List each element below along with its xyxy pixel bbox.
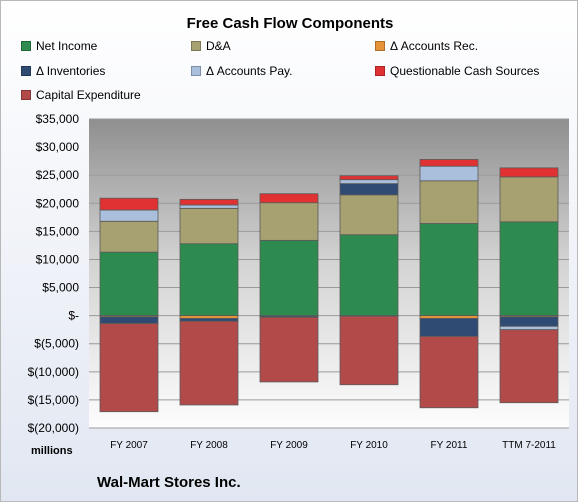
y-tick-label: $25,000 [36,168,80,182]
bar-segment [99,209,159,222]
legend-swatch [191,66,201,76]
bar-segment [339,234,399,317]
legend-label: Δ Accounts Rec. [390,39,479,53]
legend-item: Δ Inventories [21,64,105,78]
bar-segment [179,315,239,319]
bar-segment [179,243,239,317]
bar-segment [99,220,159,253]
x-tick-label: FY 2010 [350,440,388,451]
bar-segment [179,320,239,406]
chart-legend: Net Income D&A Δ Accounts Rec. Δ Inventorie… [1,1,578,111]
bar-segment [99,316,159,324]
bar-segment [339,315,399,386]
x-tick-label: FY 2011 [431,440,468,451]
x-tick-label: FY 2007 [110,440,148,451]
company-name: Wal-Mart Stores Inc. [97,474,241,491]
y-tick-label: $(20,000) [28,421,79,435]
plot-area [89,119,569,428]
bar-segment [179,204,239,209]
y-tick-label: $20,000 [36,196,80,210]
y-tick-label: $(5,000) [34,337,79,351]
bar-segment [419,180,479,224]
y-tick-label: $30,000 [36,140,80,154]
y-tick-label: $10,000 [36,252,80,266]
x-tick-label: FY 2009 [270,440,308,451]
bar-segment [419,318,479,337]
bar-segment [259,202,319,241]
bar-segment [419,159,479,167]
legend-item: D&A [191,39,231,53]
legend-swatch [21,66,31,76]
y-tick-label: $15,000 [36,224,80,238]
bar-segment [259,239,319,317]
legend-item: Net Income [21,39,97,53]
y-tick-label: $- [68,309,79,323]
legend-item: Questionable Cash Sources [375,64,539,78]
legend-label: Δ Accounts Pay. [206,64,293,78]
bar-segment [499,329,559,404]
legend-swatch [21,41,31,51]
legend-swatch [191,41,201,51]
legend-label: Capital Expenditure [36,88,141,102]
bar-segment [499,167,559,178]
bar-segment [259,316,319,383]
legend-item: Capital Expenditure [21,88,141,102]
x-tick-label: TTM 7-2011 [502,440,556,451]
y-tick-label: $(10,000) [28,365,79,379]
bar-segment [499,221,559,317]
bar-segment [339,179,399,185]
unit-label: millions [31,445,73,457]
bar-segment [99,251,159,317]
bar-segment [419,223,479,317]
bar-segment [499,176,559,223]
chart-title: Free Cash Flow Components [186,15,394,32]
bar-segment [99,323,159,413]
legend-label: D&A [206,39,231,53]
bar-segment [499,325,559,331]
legend-label: Δ Inventories [36,64,106,78]
legend-swatch [375,66,385,76]
x-tick-label: FY 2008 [190,440,228,451]
bar-segment [99,197,159,211]
bar-segment [339,194,399,236]
bar-segment [179,318,239,322]
legend-label: Questionable Cash Sources [390,64,540,78]
bar-segment [339,183,399,196]
bar-segment [419,336,479,409]
bar-segment [179,198,239,206]
legend-item: Δ Accounts Pay. [191,64,293,78]
y-tick-label: $35,000 [36,112,80,126]
bar-segment [499,316,559,327]
legend-label: Net Income [36,39,98,53]
legend-swatch [21,90,31,100]
y-tick-label: $(15,000) [28,393,79,407]
bar-segment [339,175,399,181]
legend-item: Δ Accounts Rec. [375,39,478,53]
bar-segment [259,193,319,204]
bar-segment [419,165,479,182]
y-tick-label: $5,000 [42,281,79,295]
bar-segment [419,315,479,319]
legend-swatch [375,41,385,51]
bar-segment [179,207,239,245]
